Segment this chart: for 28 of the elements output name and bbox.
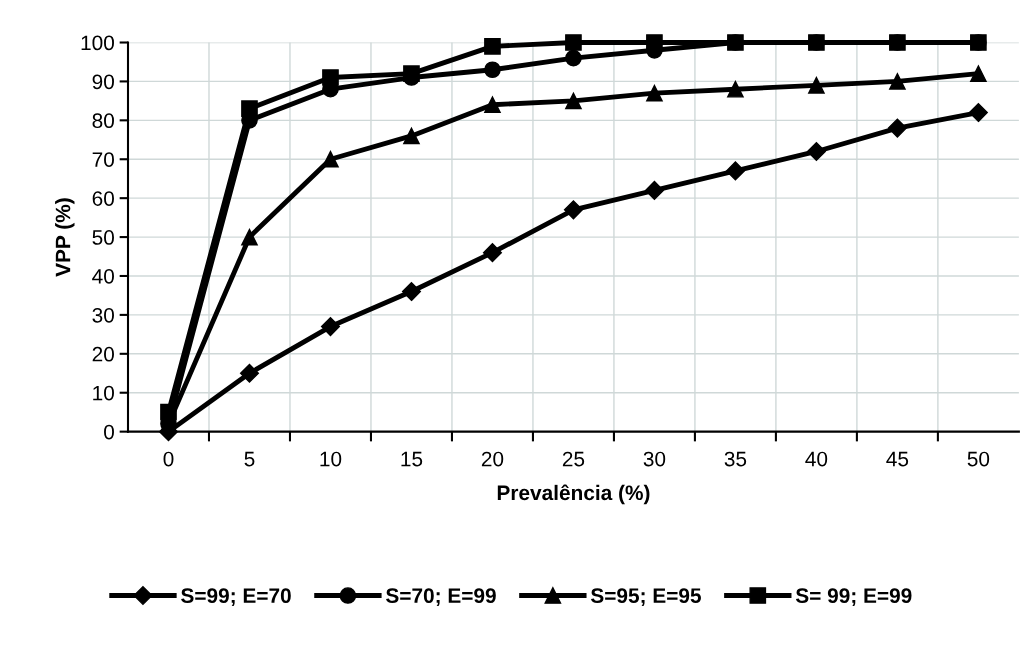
y-tick-label: 0: [104, 424, 114, 440]
y-tick-label: 30: [92, 307, 114, 323]
x-tick-label: 40: [805, 451, 828, 467]
legend-label: S= 99; E=99: [795, 588, 912, 607]
y-tick-label: 10: [93, 385, 114, 401]
x-tick-label: 0: [163, 451, 174, 467]
legend-label: S=95; E=95: [590, 588, 701, 607]
x-tick-label: 45: [886, 451, 909, 467]
y-tick-label: 80: [92, 113, 114, 129]
y-axis-title: VPP (%): [55, 198, 75, 277]
y-tick-label: 50: [92, 230, 114, 245]
x-tick-label: 25: [562, 451, 585, 467]
x-tick-label: 50: [967, 451, 990, 467]
x-tick-label: 10: [320, 451, 342, 467]
x-tick-label: 30: [643, 451, 666, 467]
x-tick-label: 15: [401, 451, 423, 467]
y-tick-label: 90: [92, 74, 114, 90]
x-tick-label: 5: [244, 451, 255, 467]
legend-label: S=70; E=99: [386, 588, 496, 607]
y-tick-label: 40: [92, 268, 114, 284]
x-tick-label: 35: [724, 451, 747, 467]
y-tick-label: 70: [92, 152, 114, 167]
y-tick-label: 100: [81, 35, 114, 51]
y-tick-label: 20: [92, 346, 114, 362]
x-axis-title: Prevalência (%): [497, 484, 650, 505]
x-tick-label: 20: [481, 451, 504, 467]
legend-label: S=99; E=70: [181, 588, 291, 607]
y-tick-label: 60: [92, 191, 114, 206]
